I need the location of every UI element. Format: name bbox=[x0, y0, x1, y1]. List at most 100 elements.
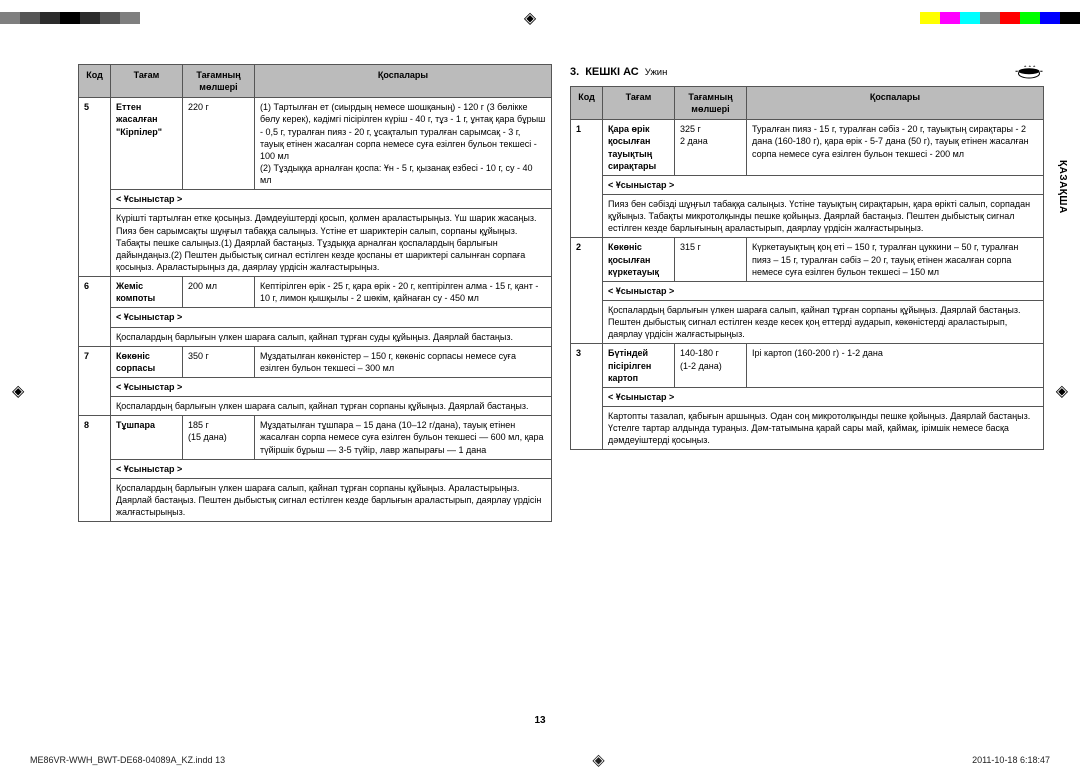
table-row: 7Көкөніс сорпасы350 гМұздатылған көкөніс… bbox=[79, 346, 552, 377]
th-code: Код bbox=[79, 65, 111, 98]
hints-header: < Ұсыныстар > bbox=[603, 281, 1044, 300]
section-sub: Ужин bbox=[645, 67, 668, 78]
color-swatch bbox=[100, 12, 120, 24]
table-row: < Ұсыныстар > bbox=[79, 190, 552, 209]
ingredients-cell: Туралған пияз - 15 г, туралған сәбіз - 2… bbox=[747, 120, 1044, 176]
left-column: Код Тағам Тағамның мөлшері Қоспалары 5Ет… bbox=[78, 64, 552, 716]
ingredients-cell: Мұздатылған көкөністер – 150 г, көкөніс … bbox=[255, 346, 552, 377]
color-swatch bbox=[60, 12, 80, 24]
color-swatch bbox=[80, 12, 100, 24]
th-name-r: Тағам bbox=[603, 87, 675, 120]
print-footer: ME86VR-WWH_BWT-DE68-04089A_KZ.indd 13 ◈ … bbox=[30, 750, 1050, 770]
table-row: 2Көкөніс қосылған күркетауық315 гКүркета… bbox=[571, 238, 1044, 281]
page-number: 13 bbox=[534, 715, 545, 726]
th-code-r: Код bbox=[571, 87, 603, 120]
code-cell: 1 bbox=[571, 120, 603, 238]
table-row: 5Еттен жасалған "Кірпілер"220 г(1) Тарты… bbox=[79, 98, 552, 190]
swatch-group-right bbox=[920, 12, 1080, 24]
color-swatch bbox=[0, 12, 20, 24]
table-row: Қоспалардың барлығын үлкен шараға салып,… bbox=[79, 397, 552, 416]
amount-cell: 200 мл bbox=[183, 277, 255, 308]
name-cell: Жеміс компоты bbox=[111, 277, 183, 308]
amount-cell: 315 г bbox=[675, 238, 747, 281]
left-recipe-table: Код Тағам Тағамның мөлшері Қоспалары 5Ет… bbox=[78, 64, 552, 522]
section-number: 3. bbox=[570, 66, 579, 78]
ingredients-cell: (1) Тартылған ет (сиырдың немесе шошқаны… bbox=[255, 98, 552, 190]
hints-cell: Қоспалардың барлығын үлкен шараға салып,… bbox=[603, 300, 1044, 343]
table-row: Пияз бен сәбізді шұңғыл табаққа салыңыз.… bbox=[571, 194, 1044, 237]
registration-mark-bottom: ◈ bbox=[592, 750, 604, 770]
hints-header: < Ұсыныстар > bbox=[111, 308, 552, 327]
table-row: < Ұсыныстар > bbox=[79, 459, 552, 478]
section-main: КЕШКІ АС bbox=[585, 66, 639, 78]
table-row: < Ұсыныстар > bbox=[79, 377, 552, 396]
table-row: Қоспалардың барлығын үлкен шараға салып,… bbox=[79, 327, 552, 346]
name-cell: Қара өрік қосылған тауықтың сирақтары bbox=[603, 120, 675, 176]
amount-cell: 185 г(15 дана) bbox=[183, 416, 255, 459]
table-row: < Ұсыныстар > bbox=[79, 308, 552, 327]
amount-cell: 350 г bbox=[183, 346, 255, 377]
name-cell: Бүтіндей пісірілген картоп bbox=[603, 344, 675, 387]
color-swatch bbox=[920, 12, 940, 24]
code-cell: 7 bbox=[79, 346, 111, 416]
page-body: Код Тағам Тағамның мөлшері Қоспалары 5Ет… bbox=[78, 64, 1044, 716]
table-row: 3Бүтіндей пісірілген картоп140-180 г(1-2… bbox=[571, 344, 1044, 387]
hints-cell: Қоспалардың барлығын үлкен шараға салып,… bbox=[111, 478, 552, 521]
hints-cell: Қоспалардың барлығын үлкен шараға салып,… bbox=[111, 397, 552, 416]
table-row: 6Жеміс компоты200 млКептірілген өрік - 2… bbox=[79, 277, 552, 308]
amount-cell: 220 г bbox=[183, 98, 255, 190]
footer-datetime: 2011-10-18 6:18:47 bbox=[972, 755, 1050, 765]
footer-file: ME86VR-WWH_BWT-DE68-04089A_KZ.indd 13 bbox=[30, 755, 225, 765]
hints-header: < Ұсыныстар > bbox=[603, 387, 1044, 406]
color-swatch bbox=[120, 12, 140, 24]
ingredients-cell: Ірі картоп (160-200 г) - 1-2 дана bbox=[747, 344, 1044, 387]
registration-mark-left: ◈ bbox=[12, 381, 24, 401]
amount-cell: 140-180 г(1-2 дана) bbox=[675, 344, 747, 387]
name-cell: Көкөніс сорпасы bbox=[111, 346, 183, 377]
registration-mark-top: ◈ bbox=[524, 8, 536, 28]
color-swatch bbox=[1060, 12, 1080, 24]
color-swatch bbox=[1020, 12, 1040, 24]
name-cell: Көкөніс қосылған күркетауық bbox=[603, 238, 675, 281]
language-tab: ҚАЗАҚША bbox=[1057, 160, 1068, 214]
table-row: 8Тұшпара185 г(15 дана)Мұздатылған тұшпар… bbox=[79, 416, 552, 459]
ingredients-cell: Мұздатылған тұшпара – 15 дана (10–12 г/д… bbox=[255, 416, 552, 459]
table-row: 1Қара өрік қосылған тауықтың сирақтары32… bbox=[571, 120, 1044, 176]
section-title: 3. КЕШКІ АС Ужин bbox=[570, 64, 1044, 80]
code-cell: 5 bbox=[79, 98, 111, 277]
th-ingredients-r: Қоспалары bbox=[747, 87, 1044, 120]
hints-header: < Ұсыныстар > bbox=[111, 459, 552, 478]
color-swatch bbox=[980, 12, 1000, 24]
table-row: Күрішті тартылған етке қосыңыз. Дәмдеуіш… bbox=[79, 209, 552, 277]
hints-cell: Картопты тазалап, қабығын аршыңыз. Одан … bbox=[603, 406, 1044, 449]
right-recipe-table: Код Тағам Тағамның мөлшері Қоспалары 1Қа… bbox=[570, 86, 1044, 450]
table-row: Қоспалардың барлығын үлкен шараға салып,… bbox=[571, 300, 1044, 343]
print-colorbar-top: ◈ bbox=[0, 8, 1080, 28]
code-cell: 3 bbox=[571, 344, 603, 450]
color-swatch bbox=[40, 12, 60, 24]
color-swatch bbox=[1000, 12, 1020, 24]
code-cell: 8 bbox=[79, 416, 111, 522]
table-row: < Ұсыныстар > bbox=[571, 175, 1044, 194]
th-ingredients: Қоспалары bbox=[255, 65, 552, 98]
code-cell: 6 bbox=[79, 277, 111, 347]
table-row: Картопты тазалап, қабығын аршыңыз. Одан … bbox=[571, 406, 1044, 449]
table-row: Қоспалардың барлығын үлкен шараға салып,… bbox=[79, 478, 552, 521]
hints-header: < Ұсыныстар > bbox=[603, 175, 1044, 194]
color-swatch bbox=[940, 12, 960, 24]
pot-icon bbox=[1014, 64, 1044, 80]
hints-cell: Күрішті тартылған етке қосыңыз. Дәмдеуіш… bbox=[111, 209, 552, 277]
color-swatch bbox=[960, 12, 980, 24]
amount-cell: 325 г2 дана bbox=[675, 120, 747, 176]
hints-header: < Ұсыныстар > bbox=[111, 377, 552, 396]
code-cell: 2 bbox=[571, 238, 603, 344]
registration-mark-right: ◈ bbox=[1056, 381, 1068, 401]
color-swatch bbox=[1040, 12, 1060, 24]
swatch-group-left bbox=[0, 12, 140, 24]
table-row: < Ұсыныстар > bbox=[571, 387, 1044, 406]
name-cell: Тұшпара bbox=[111, 416, 183, 459]
th-amount-r: Тағамның мөлшері bbox=[675, 87, 747, 120]
hints-cell: Қоспалардың барлығын үлкен шараға салып,… bbox=[111, 327, 552, 346]
name-cell: Еттен жасалған "Кірпілер" bbox=[111, 98, 183, 190]
right-column: 3. КЕШКІ АС Ужин Код Тағам Тағамның мөлш… bbox=[570, 64, 1044, 716]
